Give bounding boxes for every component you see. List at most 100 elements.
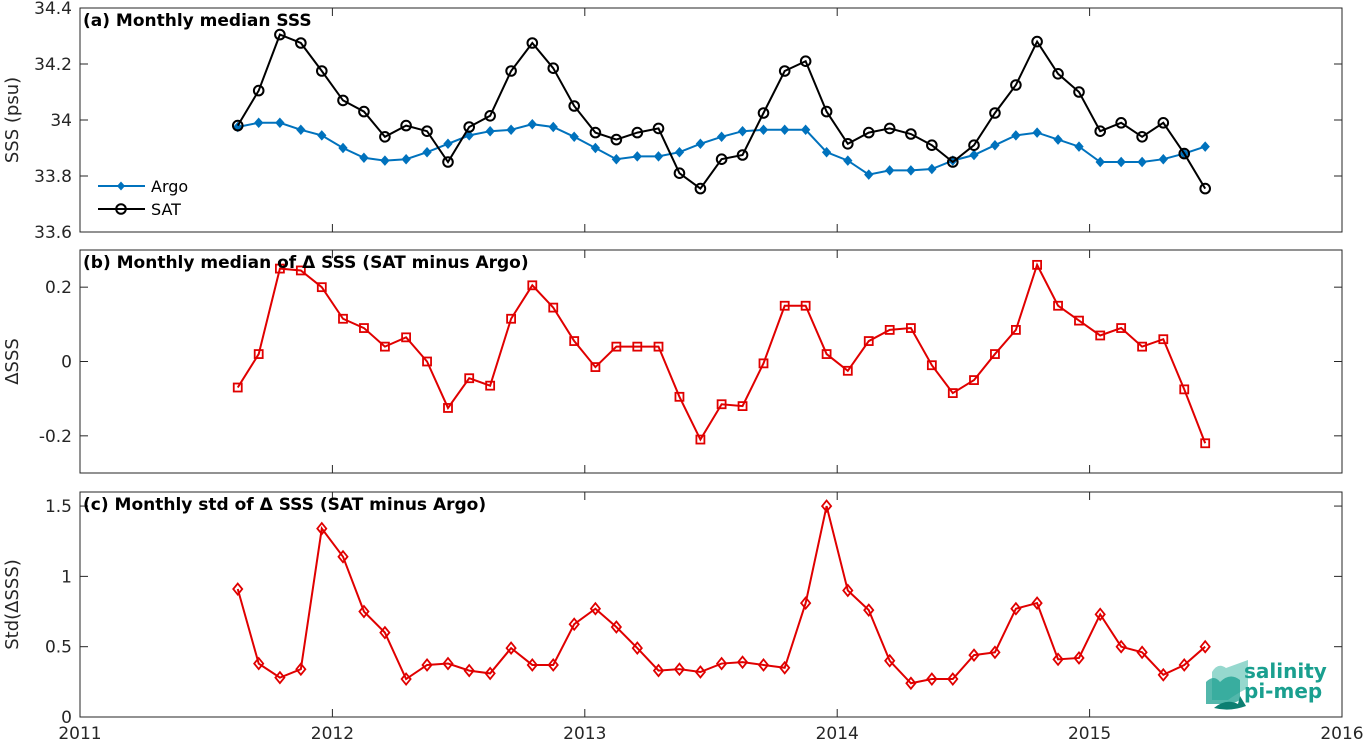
data-point [632, 151, 642, 162]
data-point [568, 100, 580, 112]
data-point [863, 336, 874, 346]
data-point [401, 153, 411, 165]
data-point [1199, 182, 1211, 195]
panel-b-median-delta-sss: -0.2 0 0.2 ΔSSS (b) Monthly median of Δ SSS … [2, 249, 1343, 474]
data-point [442, 656, 454, 671]
data-point [1115, 639, 1127, 654]
data-point [947, 388, 958, 398]
y-tick-label: 34 [50, 111, 72, 131]
data-point [843, 155, 853, 166]
plot-frame [79, 491, 1343, 718]
data-point [506, 313, 516, 324]
data-point [232, 382, 243, 393]
x-tick-label: 2013 [563, 724, 606, 744]
data-point [1053, 300, 1063, 311]
data-point [820, 105, 833, 118]
data-point [968, 139, 980, 151]
data-point [779, 300, 790, 311]
data-point [1137, 156, 1147, 168]
data-point [905, 676, 917, 691]
data-point [758, 124, 769, 136]
data-point [274, 670, 286, 685]
data-point [252, 84, 265, 97]
data-point [590, 142, 601, 154]
data-point [799, 596, 812, 611]
data-point [842, 365, 853, 376]
y-tick-label: 0.5 [45, 638, 72, 658]
data-point [926, 139, 938, 151]
data-point [862, 126, 875, 139]
data-point [1095, 156, 1105, 168]
data-point [1053, 134, 1063, 145]
data-point [631, 641, 643, 656]
series-line [236, 33, 1207, 191]
data-point [906, 165, 916, 176]
data-point [653, 341, 664, 352]
data-point [548, 121, 558, 133]
data-point [422, 146, 432, 158]
data-point [990, 349, 1000, 359]
data-point [906, 323, 916, 333]
y-tick-label: 0.2 [45, 278, 72, 298]
data-point [464, 130, 474, 141]
data-point [1010, 79, 1022, 91]
panel-title: (b) Monthly median of Δ SSS (SAT minus A… [83, 253, 529, 273]
data-point [254, 117, 264, 129]
data-point [295, 662, 307, 677]
data-point [526, 37, 539, 49]
data-point [884, 325, 895, 335]
data-point [1158, 153, 1168, 165]
data-point [547, 62, 560, 74]
series-sat [231, 28, 1211, 195]
data-point [1032, 259, 1043, 270]
data-point [232, 582, 244, 596]
data-point [547, 658, 559, 672]
data-point [1073, 86, 1085, 98]
data-point [590, 362, 601, 372]
data-point [758, 358, 769, 369]
data-point [1052, 68, 1064, 80]
logo-wave-icon [1206, 660, 1248, 710]
plot-frame [79, 7, 1343, 233]
data-point [1157, 667, 1169, 682]
x-tick-label: 2016 [1320, 724, 1363, 744]
data-point [821, 146, 832, 158]
data-point [274, 28, 286, 41]
data-point [295, 37, 307, 49]
data-point [1199, 639, 1211, 654]
data-point [443, 403, 453, 413]
series-line [236, 262, 1207, 444]
data-point [1136, 645, 1148, 660]
data-point [946, 156, 959, 168]
data-point [631, 126, 644, 139]
y-axis-label: SSS (psu) [2, 77, 23, 163]
data-point [1115, 117, 1127, 129]
data-point [969, 375, 979, 385]
data-point [421, 125, 433, 137]
data-point [422, 356, 432, 367]
data-point [421, 658, 433, 672]
legend-marker [115, 203, 127, 215]
y-axis-label: Std(ΔSSS) [2, 559, 23, 650]
data-point [1031, 596, 1043, 611]
data-point [820, 499, 833, 513]
series-line [236, 505, 1206, 685]
data-point [821, 349, 832, 359]
y-tick-label: 33.6 [34, 223, 72, 243]
data-point [652, 122, 665, 135]
data-point [1094, 125, 1107, 137]
x-tick-label: 2014 [816, 724, 859, 744]
data-point [359, 152, 369, 164]
data-point [358, 604, 370, 619]
data-point [506, 124, 516, 136]
panel-title: (c) Monthly std of Δ SSS (SAT minus Argo… [83, 495, 486, 515]
data-point [885, 165, 895, 176]
data-point [653, 151, 664, 162]
data-point [337, 94, 349, 107]
panel-title: (a) Monthly median SSS [83, 11, 312, 31]
data-point [1179, 384, 1190, 395]
data-point [317, 130, 327, 141]
data-point [926, 672, 938, 686]
data-point [884, 653, 896, 668]
